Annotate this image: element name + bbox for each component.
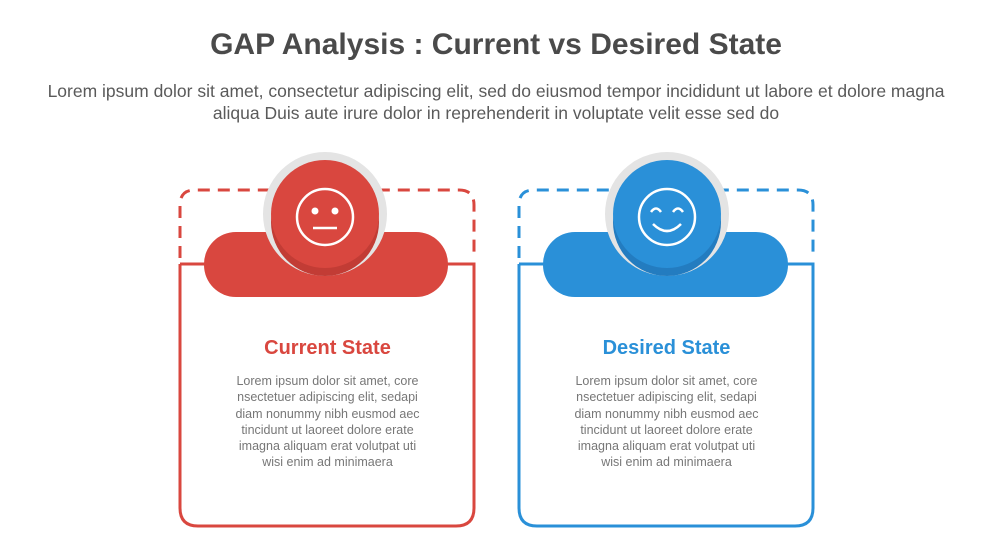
card-body-desired: Lorem ipsum dolor sit amet, core nsectet… <box>574 374 759 470</box>
icon-circle <box>271 160 379 268</box>
desired-state-card <box>517 152 815 528</box>
current-state-card <box>178 152 476 528</box>
icon-circle <box>613 160 721 268</box>
card-body-current: Lorem ipsum dolor sit amet, core nsectet… <box>235 374 420 470</box>
smiling-face-icon <box>637 187 697 247</box>
neutral-face-icon <box>295 187 355 247</box>
page-title: GAP Analysis : Current vs Desired State <box>210 28 782 61</box>
card-title-current: Current State <box>264 337 391 359</box>
card-title-desired: Desired State <box>602 337 731 359</box>
page-subtitle: Lorem ipsum dolor sit amet, consectetur … <box>47 81 945 123</box>
